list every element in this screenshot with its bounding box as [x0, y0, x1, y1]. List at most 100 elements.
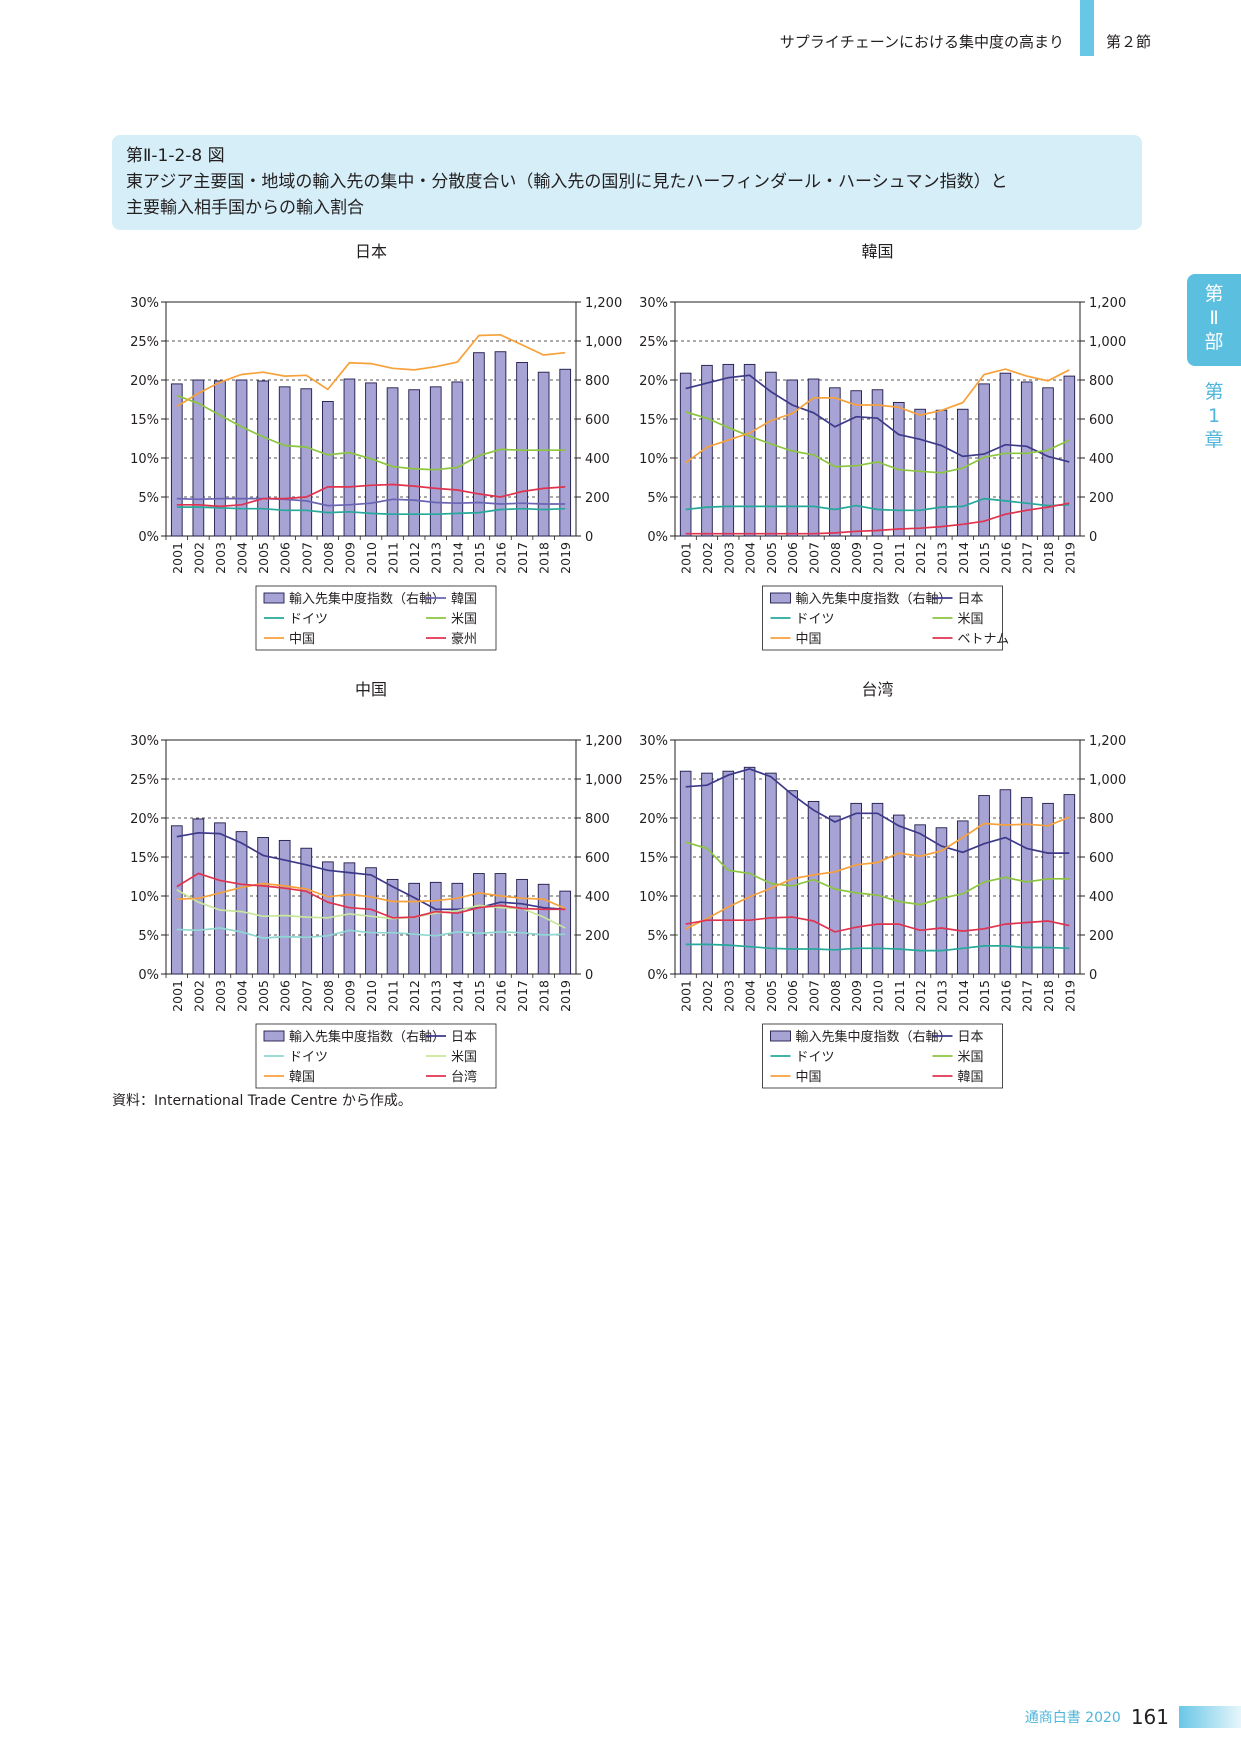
right-tick-label: 400 [585, 452, 610, 467]
left-tick-label: 10% [639, 890, 668, 905]
right-tick-label: 1,200 [585, 734, 622, 749]
series-line [685, 411, 1070, 474]
chart-panel: 韓国 0% 0 5% 200 10% 400 15% 600 20% 800 25% 1,000 30% 1… [639, 242, 1126, 651]
left-tick-label: 20% [639, 374, 668, 389]
x-tick-label: 2009 [342, 542, 357, 574]
figure-title-line1: 東アジア主要国・地域の輸入先の集中・分散度合い（輸入先の国別に見たハーフィンダー… [126, 172, 1008, 192]
index-bar [559, 368, 572, 537]
index-bar [473, 352, 485, 537]
x-tick-label: 2002 [700, 542, 715, 574]
legend-box [255, 585, 497, 651]
index-bar [893, 814, 905, 975]
index-bar [408, 389, 421, 537]
index-bar [722, 363, 735, 537]
index-bar [1063, 794, 1076, 975]
series-line [176, 333, 566, 408]
x-tick-label: 2009 [342, 980, 357, 1012]
index-bar [999, 789, 1012, 975]
right-tick-label: 600 [1089, 413, 1114, 428]
index-bar [386, 387, 399, 537]
header-accent-bar [1079, 0, 1094, 56]
x-tick-label: 2012 [407, 980, 422, 1012]
part-tab-char: 部 [1204, 331, 1224, 353]
index-bar [701, 772, 713, 975]
x-tick-label: 2013 [934, 980, 949, 1012]
index-bar [451, 882, 464, 975]
legend-swatch-bar [770, 592, 791, 604]
index-bar [871, 802, 884, 975]
index-bar [214, 380, 226, 537]
legend-label: 豪州 [451, 631, 477, 647]
x-tick-label: 2018 [1041, 980, 1056, 1012]
x-tick-label: 2004 [235, 980, 250, 1012]
legend-label: 台湾 [451, 1069, 477, 1085]
right-tick-label: 200 [1089, 929, 1114, 944]
index-bar [214, 822, 226, 975]
legend-box [762, 585, 1003, 651]
x-tick-label: 2014 [450, 542, 465, 574]
x-tick-label: 2019 [1062, 542, 1077, 574]
index-bar [935, 827, 948, 975]
right-tick-label: 1,200 [1089, 734, 1126, 749]
index-bar [1020, 381, 1033, 537]
x-tick-label: 2006 [278, 542, 293, 574]
x-tick-label: 2006 [785, 542, 800, 574]
index-bar [786, 790, 799, 975]
x-tick-label: 2001 [679, 542, 694, 574]
right-tick-label: 400 [585, 890, 610, 905]
running-header: サプライチェーンにおける集中度の高まり 第２節 [780, 0, 1151, 56]
index-bar [743, 363, 756, 537]
right-tick-label: 200 [585, 491, 610, 506]
section-number: 第２節 [1105, 33, 1151, 51]
index-bar [192, 379, 205, 537]
index-bar [679, 372, 692, 537]
index-bar [829, 387, 841, 537]
right-tick-label: 800 [585, 812, 610, 827]
left-tick-label: 10% [130, 452, 159, 467]
series-line [685, 768, 1070, 854]
legend-label: 輸入先集中度指数（右軸） [289, 591, 445, 607]
legend-label: ドイツ [289, 1050, 328, 1065]
legend-label: 輸入先集中度指数（右軸） [796, 1029, 952, 1045]
series-line [176, 882, 566, 910]
right-tick-label: 800 [1089, 374, 1114, 389]
x-tick-label: 2010 [364, 542, 379, 574]
legend-label: 米国 [451, 612, 477, 627]
left-tick-label: 20% [130, 812, 159, 827]
series-line [176, 927, 566, 939]
chart-title: 韓国 [861, 242, 893, 261]
right-tick-label: 1,200 [1089, 296, 1126, 311]
series-line [176, 831, 566, 911]
x-tick-label: 2004 [235, 542, 250, 574]
figure-title-line2: 主要輸入相手国からの輸入割合 [126, 198, 364, 218]
x-tick-label: 2010 [871, 980, 886, 1012]
chart-panel: 台湾 0% 0 5% 200 10% 400 15% 600 20% 800 25% 1,000 30% 1… [639, 680, 1126, 1089]
series-line [685, 841, 1070, 906]
x-tick-label: 2005 [256, 542, 271, 574]
left-tick-label: 10% [639, 452, 668, 467]
x-tick-label: 2015 [977, 542, 992, 574]
legend-label: 米国 [958, 1050, 984, 1065]
index-bar [829, 815, 841, 975]
x-tick-label: 2010 [871, 542, 886, 574]
x-tick-label: 2005 [256, 980, 271, 1012]
x-tick-label: 2017 [515, 980, 530, 1012]
index-bar [321, 401, 334, 537]
x-tick-label: 2014 [450, 980, 465, 1012]
right-tick-label: 800 [585, 374, 610, 389]
index-bar [765, 371, 777, 537]
index-bar [408, 882, 421, 975]
figure-number: 第Ⅱ-1-2-8 図 [126, 146, 225, 166]
series-line [176, 872, 566, 919]
x-tick-label: 2007 [299, 980, 314, 1012]
index-bar [914, 824, 926, 975]
x-tick-label: 2017 [1020, 542, 1035, 574]
x-tick-label: 2019 [558, 980, 573, 1012]
index-bar [807, 800, 820, 975]
chapter-tab: 第 1 章 [1201, 380, 1227, 452]
x-tick-label: 2009 [849, 980, 864, 1012]
x-tick-label: 2007 [807, 542, 822, 574]
index-bar [850, 802, 862, 975]
chart-title: 日本 [355, 242, 387, 261]
x-tick-label: 2002 [700, 980, 715, 1012]
